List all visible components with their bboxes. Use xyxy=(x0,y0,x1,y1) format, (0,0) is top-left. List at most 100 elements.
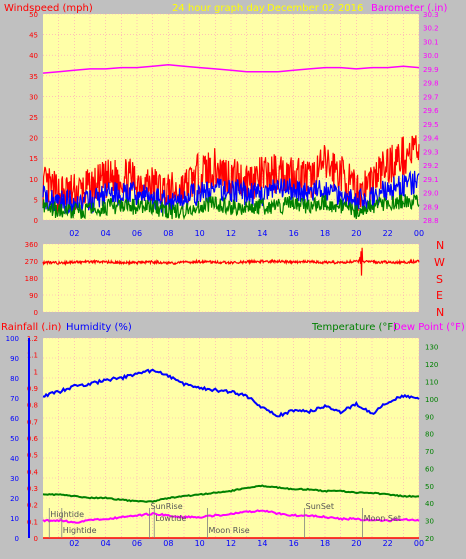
baro-y-tick: 30.1 xyxy=(423,38,439,46)
x-tick-label-bottom: 16 xyxy=(289,539,299,548)
rain-y-tick: 0.7 xyxy=(27,418,38,426)
x-tick-label-top: 06 xyxy=(132,229,142,238)
axis-ticks: 0202040406060808101012121414161618182020… xyxy=(6,11,440,548)
baro-y-tick: 29.0 xyxy=(423,190,439,198)
direction-series xyxy=(42,247,420,276)
direction-y-tick: 90 xyxy=(29,292,38,300)
humidity-y-tick: 50 xyxy=(10,435,19,443)
wind-y-tick: 20 xyxy=(29,135,38,143)
temperature-y-tick: 80 xyxy=(425,431,434,439)
humidity-y-tick: 10 xyxy=(10,515,19,523)
compass-south: S xyxy=(436,273,443,286)
humidity-y-tick: 100 xyxy=(6,335,19,343)
temperature-y-tick: 40 xyxy=(425,500,434,508)
temperature-y-tick: 20 xyxy=(425,535,434,543)
temperature-y-tick: 90 xyxy=(425,413,434,421)
baro-y-tick: 29.3 xyxy=(423,148,439,156)
wind-y-tick: 35 xyxy=(29,73,38,81)
x-tick-label-bottom: 08 xyxy=(163,539,173,548)
compass-north-bottom: N xyxy=(436,306,444,319)
humidity-y-tick: 60 xyxy=(10,415,19,423)
rain-axis-title: Rainfall (.in) xyxy=(1,322,62,333)
wind-y-tick: 15 xyxy=(29,155,38,163)
baro-y-tick: 29.2 xyxy=(423,162,439,170)
x-tick-label-top: 12 xyxy=(226,229,236,238)
x-tick-label-bottom: 10 xyxy=(195,539,205,548)
x-tick-label-top: 22 xyxy=(383,229,393,238)
baro-y-tick: 28.8 xyxy=(423,217,439,225)
wind-series xyxy=(42,64,420,221)
rain-y-tick: 1.1 xyxy=(27,352,38,360)
temperature-y-tick: 100 xyxy=(425,396,438,404)
temperature-line xyxy=(42,484,420,503)
event-label: Hightide xyxy=(50,510,84,519)
humidity-y-tick: 30 xyxy=(10,475,19,483)
baro-y-tick: 30.2 xyxy=(423,25,439,33)
wind-y-tick: 25 xyxy=(29,114,38,122)
graph-date: December 02 2016 xyxy=(267,3,363,14)
x-tick-label-top: 08 xyxy=(163,229,173,238)
graph-title: 24 hour graph day xyxy=(172,3,265,14)
temperature-y-tick: 130 xyxy=(425,344,438,352)
direction-y-tick: 360 xyxy=(25,241,38,249)
humidity-y-tick: 0 xyxy=(15,535,19,543)
wind-y-tick: 50 xyxy=(29,11,38,19)
temperature-y-tick: 120 xyxy=(425,361,438,369)
wind-y-tick: 40 xyxy=(29,52,38,60)
rain-y-tick: 0.9 xyxy=(27,385,38,393)
baro-y-tick: 28.9 xyxy=(423,203,439,211)
x-tick-label-top: 16 xyxy=(289,229,299,238)
humidity-axis-title: Humidity (%) xyxy=(66,322,132,333)
wind-y-tick: 10 xyxy=(29,176,38,184)
event-label: Moon Set xyxy=(364,514,401,523)
rain-y-tick: 0.3 xyxy=(27,485,38,493)
temperature-y-tick: 50 xyxy=(425,483,434,491)
x-tick-label-bottom: 00 xyxy=(414,539,424,548)
baro-y-tick: 29.7 xyxy=(423,93,439,101)
event-label: SunSet xyxy=(306,502,334,511)
event-label: Hightide xyxy=(63,526,97,535)
rain-y-tick: 0.8 xyxy=(27,402,38,410)
temperature-y-tick: 110 xyxy=(425,378,438,386)
humidity-y-tick: 70 xyxy=(10,395,19,403)
baro-y-tick: 30.0 xyxy=(423,52,439,60)
x-tick-label-top: 00 xyxy=(414,229,424,238)
rain-y-tick: 0.4 xyxy=(27,468,39,476)
baro-y-tick: 29.6 xyxy=(423,107,439,115)
temperature-y-tick: 70 xyxy=(425,448,434,456)
rain-y-tick: 0.5 xyxy=(27,452,38,460)
compass-north-top: N xyxy=(436,239,444,252)
rain-y-tick: 1 xyxy=(34,368,38,376)
event-label: Lowtide xyxy=(155,514,186,523)
x-tick-label-top: 20 xyxy=(351,229,361,238)
direction-y-tick: 270 xyxy=(25,258,38,266)
x-tick-label-top: 04 xyxy=(101,229,111,238)
rain-y-tick: 0.6 xyxy=(27,435,39,443)
x-tick-label-bottom: 22 xyxy=(383,539,393,548)
astronomy-events: Hightide Hightide SunRise Lowtide Moon Rise S… xyxy=(48,502,401,538)
event-label: SunRise xyxy=(151,502,183,511)
wind-y-tick: 5 xyxy=(34,196,38,204)
event-label: Moon Rise xyxy=(209,526,250,535)
rain-y-tick: 0.1 xyxy=(27,518,38,526)
rain-y-tick: 0 xyxy=(34,535,38,543)
humidity-line xyxy=(42,368,420,418)
dewpoint-axis-title: Dew Point (°F) xyxy=(393,322,465,333)
direction-y-tick: 0 xyxy=(34,309,38,317)
rain-y-tick: 1.2 xyxy=(27,335,38,343)
wind-average-line xyxy=(42,194,420,221)
temperature-y-tick: 30 xyxy=(425,518,434,526)
x-tick-label-bottom: 18 xyxy=(320,539,330,548)
x-tick-label-bottom: 14 xyxy=(257,539,267,548)
baro-y-tick: 30.3 xyxy=(423,11,439,19)
wind-y-tick: 45 xyxy=(29,32,38,40)
x-tick-label-bottom: 12 xyxy=(226,539,236,548)
baro-y-tick: 29.1 xyxy=(423,176,439,184)
baro-y-tick: 29.5 xyxy=(423,121,439,129)
temperature-axis-title: Temperature (°F) xyxy=(311,322,397,333)
wind-direction-line xyxy=(42,247,420,276)
baro-axis-title: Barometer (.in) xyxy=(371,3,447,14)
x-tick-label-bottom: 06 xyxy=(132,539,142,548)
